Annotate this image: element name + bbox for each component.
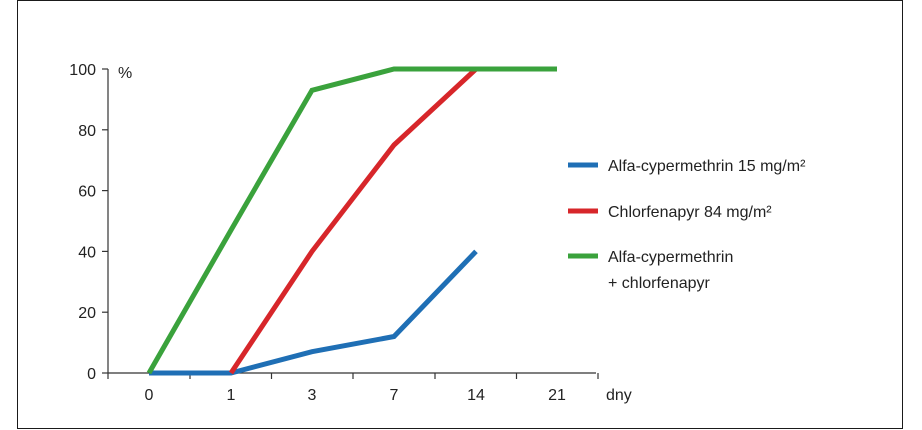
legend-label-s1: Alfa-cypermethrin 15 mg/m² bbox=[608, 158, 806, 175]
series-layer bbox=[146, 66, 557, 376]
x-tick-label: 14 bbox=[467, 387, 485, 404]
y-tick-label: 100 bbox=[69, 62, 96, 79]
y-tick-label: 60 bbox=[78, 184, 96, 201]
series-line-s1 bbox=[149, 249, 478, 376]
x-tick-label: 3 bbox=[308, 387, 317, 404]
y-unit-label: % bbox=[118, 65, 132, 82]
axes: 0 20 40 60 80 100 % 0 1 3 7 14 21 dny bbox=[69, 62, 632, 404]
x-tick-label: 21 bbox=[548, 387, 566, 404]
series-line-s2 bbox=[228, 66, 557, 375]
legend-label-s3: Alfa-cypermethrin bbox=[608, 249, 733, 266]
x-tick-label: 7 bbox=[390, 387, 399, 404]
x-tick-label: 1 bbox=[227, 387, 236, 404]
y-tick-label: 40 bbox=[78, 244, 96, 261]
x-unit-label: dny bbox=[606, 387, 632, 404]
legend-label-s2: Chlorfenapyr 84 mg/m² bbox=[608, 204, 772, 221]
series-line-s3 bbox=[146, 66, 557, 375]
y-tick-label: 20 bbox=[78, 305, 96, 322]
y-tick-label: 0 bbox=[87, 366, 96, 383]
y-tick-label: 80 bbox=[78, 123, 96, 140]
x-tick-label: 0 bbox=[145, 387, 154, 404]
legend-label-s3: + chlorfenapyr bbox=[608, 275, 711, 292]
legend: Alfa-cypermethrin 15 mg/m² Chlorfenapyr 8… bbox=[568, 158, 806, 292]
chart-frame bbox=[17, 0, 903, 429]
